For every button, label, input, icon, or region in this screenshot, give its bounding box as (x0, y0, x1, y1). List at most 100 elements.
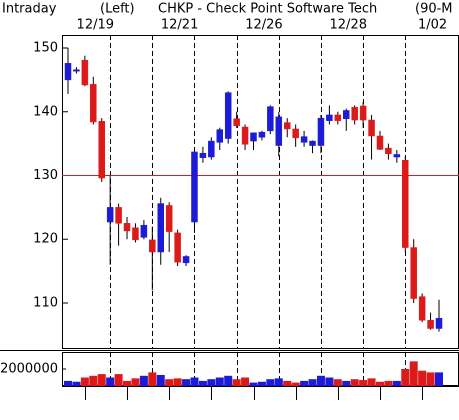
volume-bar (283, 380, 292, 386)
volume-bar (182, 379, 191, 386)
y-tick-label: 110 (33, 295, 58, 310)
volume-bar (257, 381, 266, 386)
candle-body (435, 318, 443, 329)
candle-body (216, 129, 224, 143)
volume-bar (308, 379, 317, 386)
volume-bar (392, 380, 401, 386)
candle-body (191, 151, 198, 223)
volume-bar (165, 379, 174, 386)
candle-body (241, 126, 249, 145)
candle-body (402, 159, 409, 248)
volume-bar (325, 377, 334, 386)
volume-bar (384, 380, 393, 386)
candle-body (359, 105, 367, 121)
candle-body (174, 232, 181, 263)
candle-body (410, 247, 417, 299)
volume-bar (426, 372, 435, 386)
volume-bar (148, 372, 157, 386)
volume-bar (123, 380, 132, 386)
volume-bar (249, 382, 258, 386)
candle-body (393, 154, 401, 158)
candle-body (224, 92, 232, 139)
volume-bar (241, 377, 250, 386)
volume-bar (64, 380, 72, 386)
candle-body (233, 118, 240, 127)
volume-bar (89, 375, 98, 386)
volume-bar (274, 378, 283, 386)
candle-body (334, 114, 342, 121)
candle-body (292, 128, 299, 139)
volume-bar (207, 379, 216, 386)
volume-bar (367, 378, 376, 386)
volume-bar (106, 377, 115, 386)
volume-bar (266, 379, 275, 386)
volume-bar (291, 382, 300, 386)
candle-body (283, 122, 291, 130)
candle-body (73, 69, 80, 72)
candle-body (64, 63, 72, 81)
candle-body (250, 132, 257, 142)
candle-body (275, 116, 283, 146)
candle-body (267, 106, 274, 132)
candle-body (182, 256, 190, 264)
candle-body (385, 147, 392, 155)
x-tick-label: 12/26 (245, 18, 282, 33)
volume-bar (139, 375, 148, 386)
candle-body (368, 119, 375, 137)
candle-body (317, 117, 325, 146)
x-tick-label: 12/28 (330, 18, 367, 33)
candle-body (140, 224, 148, 238)
volume-bar (401, 369, 410, 386)
volume-bar (173, 378, 182, 386)
volume-bar (215, 377, 224, 386)
volume-bar (316, 375, 325, 386)
candle-body (132, 227, 139, 241)
volume-bar (190, 377, 199, 386)
volume-bar (198, 380, 207, 386)
candle-body (199, 152, 207, 158)
x-tick-label: 12/21 (161, 18, 198, 33)
volume-bar (114, 374, 123, 386)
candle-body (157, 203, 164, 253)
candle-body (300, 136, 308, 143)
volume-tick-label: 2000000 (0, 362, 58, 377)
y-tick-label: 130 (33, 168, 58, 183)
volume-bar (232, 379, 241, 386)
interval-note: (90-M (415, 2, 453, 17)
volume-bar (350, 379, 359, 386)
candle-body (106, 207, 114, 223)
volume-bar (156, 374, 165, 386)
candle-body (309, 140, 316, 146)
volume-bar (300, 380, 309, 386)
candle-body (258, 131, 266, 138)
volume-bar (131, 378, 140, 386)
candle-body (81, 59, 89, 86)
volume-bar (359, 380, 368, 386)
y-tick-label: 120 (33, 232, 58, 247)
chart-title: CHKP - Check Point Software Tech (158, 2, 377, 17)
candle-body (123, 223, 131, 232)
candle-body (343, 110, 350, 120)
header: Intraday (2, 2, 57, 17)
volume-bar (72, 381, 81, 386)
volume-bar (418, 370, 427, 386)
x-tick-label: 1/02 (418, 18, 447, 33)
volume-bar (97, 374, 106, 386)
volume-bar (435, 372, 443, 386)
candle-body (98, 121, 105, 179)
candle-body (165, 205, 173, 232)
candle-body (418, 296, 426, 321)
candle-body (90, 84, 97, 123)
candle-body (208, 140, 215, 158)
candle-body (149, 239, 156, 253)
volume-bar (342, 380, 351, 386)
candle-body (427, 319, 434, 329)
candle-body (351, 107, 358, 121)
candle-body (376, 135, 384, 150)
y-tick-label: 150 (33, 41, 58, 56)
candle-body (115, 207, 122, 224)
volume-bar (409, 361, 418, 386)
volume-bar (375, 381, 384, 386)
